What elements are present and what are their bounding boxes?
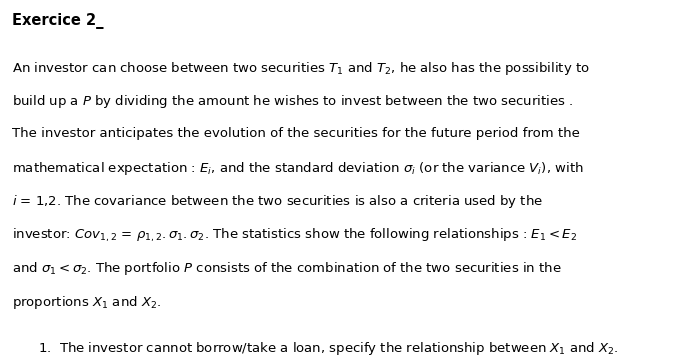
Text: proportions $X_1$ and $X_2$.: proportions $X_1$ and $X_2$. [12,294,161,311]
Text: and $\sigma_1 < \sigma_2$. The portfolio $P$ consists of the combination of the : and $\sigma_1 < \sigma_2$. The portfolio… [12,260,562,277]
Text: build up a $P$ by dividing the amount he wishes to invest between the two securi: build up a $P$ by dividing the amount he… [12,93,573,110]
Text: 1.  The investor cannot borrow/take a loan, specify the relationship between $X_: 1. The investor cannot borrow/take a loa… [38,340,618,357]
Text: investor: $\mathit{Cov}_{1,2}$ = $\rho_{1,2}.\sigma_1.\sigma_2$. The statistics : investor: $\mathit{Cov}_{1,2}$ = $\rho_{… [12,227,578,244]
Text: The investor anticipates the evolution of the securities for the future period f: The investor anticipates the evolution o… [12,127,580,140]
Text: An investor can choose between two securities $T_1$ and $T_2$, he also has the p: An investor can choose between two secur… [12,60,590,77]
Text: $i$ = 1,2. The covariance between the two securities is also a criteria used by : $i$ = 1,2. The covariance between the tw… [12,193,543,211]
Text: mathematical expectation : $E_i$, and the standard deviation $\sigma_i$ (or the : mathematical expectation : $E_i$, and th… [12,160,584,177]
Text: Exercice 2_: Exercice 2_ [12,13,104,29]
